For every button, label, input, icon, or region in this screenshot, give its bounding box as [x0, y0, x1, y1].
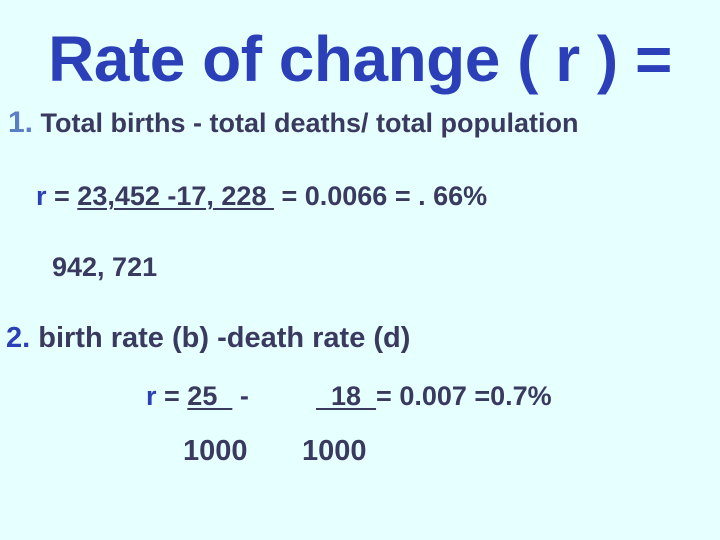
equation-2-left: r = 25 - [146, 381, 249, 412]
item-number-1: 1. [8, 106, 34, 139]
equation-2-denominator-birth: 1000 [183, 435, 248, 467]
equation-1-numerator: 23,452 -17, 228 [77, 181, 274, 211]
equation-1-result: = 0.0066 = . 66% [273, 181, 488, 211]
slide-title: Rate of change ( r ) = [48, 23, 672, 95]
equation-1: r = 23,452 -17, 228 = 0.0066 = . 66% [36, 181, 487, 212]
equation-2-result: = 0.007 =0.7% [376, 381, 552, 411]
equation-2-right: 18 = 0.007 =0.7% [316, 381, 552, 412]
item-number-2: 2. [6, 322, 31, 354]
equation-1-denominator: 942, 721 [52, 252, 158, 282]
formula-2-text: birth rate (b) -death rate (d) [30, 322, 411, 354]
equation-2-denominator-death: 1000 [302, 435, 367, 467]
formula-1-description: 1. Total births - total deaths/ total po… [8, 106, 579, 140]
equation-2-minus: - [232, 381, 249, 411]
equation-1-equals: = [46, 181, 78, 211]
equation-2-variable: r [146, 381, 157, 411]
equation-2-equals: = [156, 381, 188, 411]
equation-2-numerator-death: 18 [316, 381, 377, 411]
formula-2-description: 2. birth rate (b) -death rate (d) [6, 322, 410, 355]
equation-2-numerator-birth: 25 [187, 381, 233, 411]
equation-1-variable: r [36, 181, 47, 211]
formula-1-text: Total births - total deaths/ total popul… [33, 108, 579, 138]
